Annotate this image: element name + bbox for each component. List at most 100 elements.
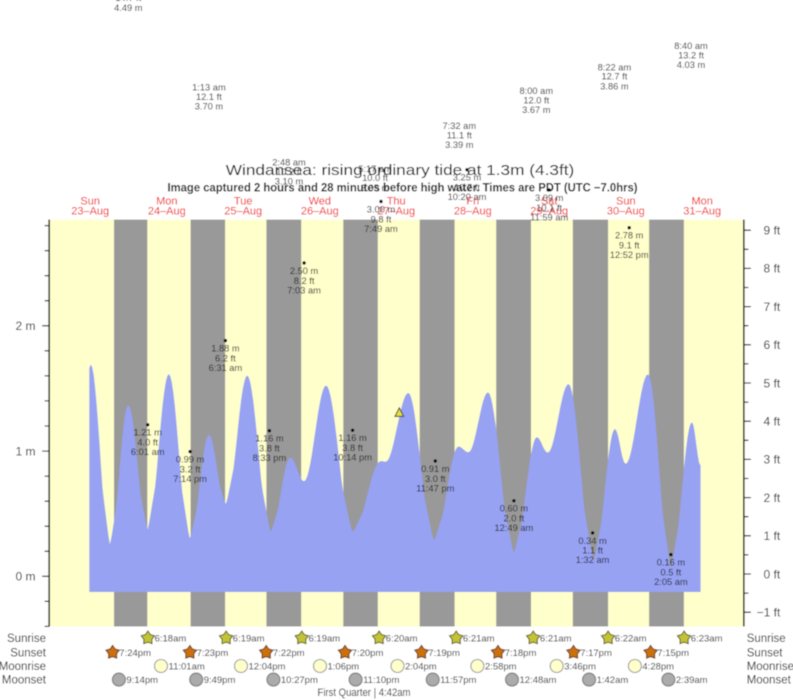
svg-text:1:42am: 1:42am — [597, 675, 629, 686]
svg-text:2 m: 2 m — [15, 319, 35, 333]
svg-text:6:31 am: 6:31 am — [209, 363, 243, 373]
svg-text:1.21 m: 1.21 m — [133, 428, 162, 438]
svg-text:7 ft: 7 ft — [764, 300, 781, 314]
svg-text:25–Aug: 25–Aug — [224, 206, 262, 218]
svg-text:Fri: Fri — [466, 195, 479, 207]
svg-text:3.00 m: 3.00 m — [367, 204, 396, 214]
svg-text:12.7 ft: 12.7 ft — [601, 72, 627, 82]
svg-text:0.99 m: 0.99 m — [176, 455, 205, 465]
svg-text:Moonset: Moonset — [747, 675, 792, 687]
svg-text:6 ft: 6 ft — [764, 338, 781, 352]
svg-text:Sunrise: Sunrise — [7, 633, 46, 645]
svg-text:12:52 pm: 12:52 pm — [610, 250, 649, 260]
svg-text:7:20pm: 7:20pm — [352, 648, 384, 659]
svg-text:3 ft: 3 ft — [764, 453, 781, 467]
svg-text:8:33 pm: 8:33 pm — [253, 453, 287, 463]
svg-text:6:20am: 6:20am — [386, 633, 418, 644]
svg-text:6:19am: 6:19am — [309, 633, 341, 644]
svg-text:8:22 am: 8:22 am — [598, 62, 632, 72]
svg-text:10.2 ft: 10.2 ft — [276, 167, 302, 177]
svg-text:2.0 ft: 2.0 ft — [504, 514, 525, 524]
svg-text:11:10pm: 11:10pm — [363, 675, 399, 686]
svg-text:6:01 am: 6:01 am — [131, 447, 165, 457]
svg-text:3.8 ft: 3.8 ft — [342, 443, 363, 453]
svg-text:1.1 ft: 1.1 ft — [582, 546, 603, 556]
svg-text:12:49 am: 12:49 am — [495, 523, 534, 533]
svg-text:12:48am: 12:48am — [520, 675, 557, 686]
svg-text:3.10 m: 3.10 m — [275, 177, 304, 187]
svg-text:26–Aug: 26–Aug — [301, 206, 339, 218]
svg-text:7:03 am: 7:03 am — [287, 285, 321, 295]
svg-text:29–Aug: 29–Aug — [530, 206, 568, 218]
svg-text:6:18am: 6:18am — [155, 633, 187, 644]
svg-text:0.5 ft: 0.5 ft — [661, 567, 682, 577]
svg-text:1.16 m: 1.16 m — [255, 434, 284, 444]
svg-text:4.49 m: 4.49 m — [114, 3, 143, 13]
svg-text:3.25 m: 3.25 m — [453, 173, 482, 183]
svg-text:4 ft: 4 ft — [764, 415, 781, 429]
svg-text:7:19pm: 7:19pm — [428, 648, 460, 659]
svg-text:2 ft: 2 ft — [764, 491, 781, 505]
svg-text:3.86 m: 3.86 m — [600, 81, 629, 91]
svg-text:6:22am: 6:22am — [615, 633, 647, 644]
svg-text:11.1 ft: 11.1 ft — [447, 131, 473, 141]
svg-text:2:48 am: 2:48 am — [272, 158, 306, 168]
svg-text:First Quarter | 4:42am: First Quarter | 4:42am — [318, 687, 411, 699]
svg-text:9:14pm: 9:14pm — [126, 675, 158, 686]
svg-text:14.7 ft: 14.7 ft — [115, 0, 141, 3]
svg-text:Thu: Thu — [387, 195, 406, 207]
svg-text:6:23am: 6:23am — [691, 633, 723, 644]
svg-text:3.67 m: 3.67 m — [522, 105, 551, 115]
svg-text:0.91 m: 0.91 m — [421, 464, 450, 474]
svg-text:7:49 am: 7:49 am — [364, 224, 398, 234]
svg-text:28–Aug: 28–Aug — [454, 206, 492, 218]
svg-text:Sat: Sat — [541, 195, 558, 207]
svg-text:6:21am: 6:21am — [463, 633, 495, 644]
svg-text:7:18pm: 7:18pm — [505, 648, 537, 659]
svg-text:5:17 am: 5:17 am — [358, 164, 392, 174]
svg-text:Tue: Tue — [234, 195, 253, 207]
svg-text:3:46pm: 3:46pm — [564, 661, 596, 672]
svg-text:31–Aug: 31–Aug — [683, 206, 721, 218]
svg-text:3.0 ft: 3.0 ft — [425, 474, 446, 484]
svg-text:12:04pm: 12:04pm — [249, 661, 286, 672]
svg-text:8 ft: 8 ft — [764, 262, 781, 276]
svg-text:30–Aug: 30–Aug — [607, 206, 645, 218]
svg-text:1:32 am: 1:32 am — [576, 555, 610, 565]
svg-text:10:27pm: 10:27pm — [281, 675, 318, 686]
svg-text:10.1 ft: 10.1 ft — [536, 203, 562, 213]
svg-text:9 ft: 9 ft — [764, 224, 781, 238]
svg-text:1:06pm: 1:06pm — [328, 661, 360, 672]
svg-text:5 ft: 5 ft — [764, 376, 781, 390]
svg-text:24–Aug: 24–Aug — [148, 206, 186, 218]
svg-text:13.2 ft: 13.2 ft — [678, 50, 704, 60]
svg-text:7:15pm: 7:15pm — [657, 648, 689, 659]
svg-text:4.03 m: 4.03 m — [677, 60, 706, 70]
svg-text:1.88 m: 1.88 m — [211, 344, 240, 354]
svg-text:7:22pm: 7:22pm — [273, 648, 305, 659]
svg-text:6:21am: 6:21am — [540, 633, 572, 644]
svg-text:3.8 ft: 3.8 ft — [259, 444, 280, 454]
svg-text:3.39 m: 3.39 m — [445, 140, 474, 150]
svg-text:Windansea: rising ordinary tid: Windansea: rising ordinary tide at 1.3m … — [226, 163, 575, 179]
svg-text:−1 ft: −1 ft — [757, 606, 781, 620]
svg-text:10:20 am: 10:20 am — [448, 192, 487, 202]
svg-text:7:17pm: 7:17pm — [580, 648, 612, 659]
svg-text:7:23pm: 7:23pm — [197, 648, 229, 659]
svg-text:7:14 pm: 7:14 pm — [173, 474, 207, 484]
svg-text:11:47 pm: 11:47 pm — [416, 483, 454, 493]
svg-text:Sun: Sun — [616, 195, 636, 207]
svg-text:Moonrise: Moonrise — [0, 661, 46, 673]
svg-text:Moonset: Moonset — [2, 675, 47, 687]
svg-text:23–Aug: 23–Aug — [71, 206, 109, 218]
svg-text:4.0 ft: 4.0 ft — [137, 438, 158, 448]
svg-text:9:49pm: 9:49pm — [204, 675, 236, 686]
svg-text:2:58pm: 2:58pm — [485, 661, 517, 672]
svg-text:Image captured 2 hours and 28: Image captured 2 hours and 28 minutes be… — [168, 181, 638, 194]
svg-text:Sun: Sun — [80, 195, 100, 207]
svg-text:Sunset: Sunset — [10, 648, 47, 660]
svg-text:1.16 m: 1.16 m — [338, 433, 367, 443]
svg-text:8:40 am: 8:40 am — [674, 41, 708, 51]
svg-text:Mon: Mon — [691, 195, 712, 207]
svg-text:0.60 m: 0.60 m — [500, 504, 529, 514]
